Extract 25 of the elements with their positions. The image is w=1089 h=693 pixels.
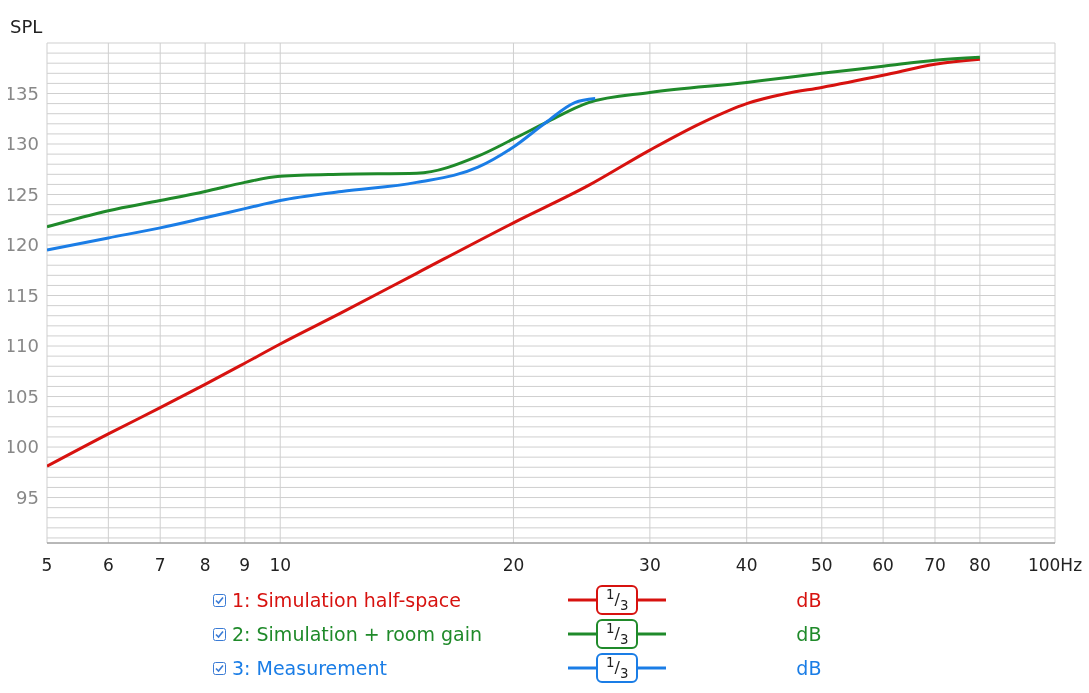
text: $^{1}$/$_{3}$ <box>596 653 639 683</box>
x-tick-label: 100Hz <box>1027 555 1083 576</box>
text: dB <box>796 657 822 679</box>
text: 3: Measurement <box>232 657 387 679</box>
x-tick-label: 50 <box>810 555 833 576</box>
x-tick-label: 8 <box>199 555 211 576</box>
y-tick-label: 95 <box>16 486 39 508</box>
x-tick-label: 30 <box>639 555 661 576</box>
x-tick-label: 5 <box>41 555 53 576</box>
x-tick-label: 80 <box>969 555 991 576</box>
x-tick-label: 9 <box>239 555 251 576</box>
text: dB <box>796 589 822 611</box>
text: 2: Simulation + room gain <box>232 623 482 645</box>
x-tick-label: 60 <box>872 555 894 576</box>
x-tick-label: 40 <box>735 555 758 576</box>
text: 1: Simulation half-space <box>232 589 461 611</box>
x-tick-label: 10 <box>269 555 292 576</box>
x-tick-label: 6 <box>102 555 114 576</box>
y-axis-title: SPL <box>10 16 43 37</box>
text: $^{1}$/$_{3}$ <box>596 585 639 615</box>
x-tick-label: 20 <box>502 555 525 576</box>
text: $^{1}$/$_{3}$ <box>596 619 639 649</box>
x-tick-label: 70 <box>924 555 946 576</box>
text: dB <box>796 623 822 645</box>
x-tick-label: 7 <box>154 555 166 576</box>
